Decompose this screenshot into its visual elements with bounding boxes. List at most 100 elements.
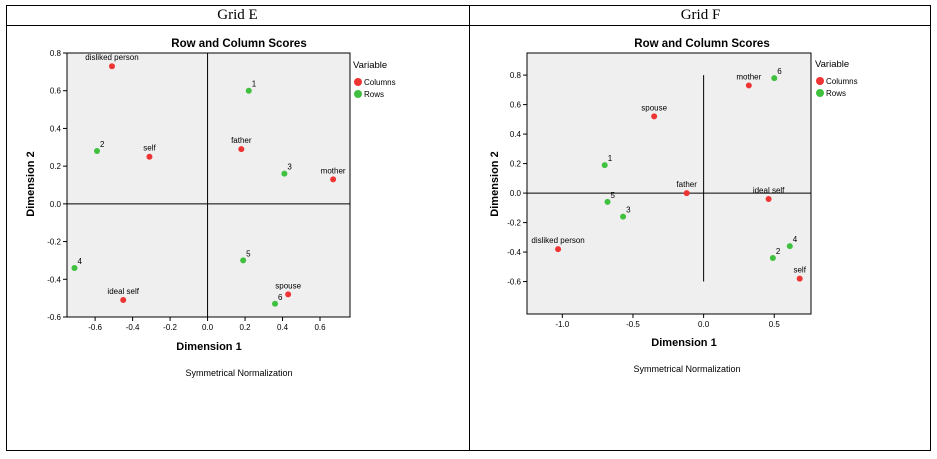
point-label: self bbox=[143, 144, 156, 153]
x-tick-label: 0.0 bbox=[698, 320, 710, 329]
x-tick-label: 0.0 bbox=[202, 323, 214, 332]
normalization-note: Symmetrical Normalization bbox=[633, 364, 740, 374]
point-label: 1 bbox=[608, 154, 613, 163]
point-father bbox=[238, 146, 245, 153]
y-tick-label: -0.2 bbox=[507, 219, 521, 228]
legend-title: Variable bbox=[815, 59, 849, 70]
point-label: 1 bbox=[252, 80, 257, 89]
point-mother bbox=[745, 82, 752, 89]
point-disliked-person bbox=[555, 246, 562, 253]
x-axis-label: Dimension 1 bbox=[651, 337, 716, 349]
point-1 bbox=[245, 87, 252, 94]
legend-marker-rows bbox=[354, 90, 362, 98]
x-tick-label: 0.4 bbox=[277, 323, 289, 332]
x-tick-label: -1.0 bbox=[555, 320, 569, 329]
y-tick-label: 0.8 bbox=[50, 49, 62, 58]
point-4 bbox=[786, 243, 793, 250]
point-2 bbox=[93, 148, 100, 155]
y-tick-label: 0.6 bbox=[510, 101, 522, 110]
plot-area bbox=[66, 52, 351, 318]
legend-label-columns: Columns bbox=[826, 77, 858, 86]
point-label: spouse bbox=[641, 103, 667, 112]
point-label: father bbox=[676, 180, 697, 189]
table-column-divider bbox=[469, 5, 470, 451]
y-tick-label: -0.4 bbox=[507, 248, 521, 257]
point-label: mother bbox=[736, 72, 761, 81]
y-tick-label: 0.6 bbox=[50, 87, 62, 96]
point-label: 2 bbox=[100, 140, 105, 149]
legend-title: Variable bbox=[353, 60, 387, 71]
point-label: 4 bbox=[793, 235, 798, 244]
x-tick-label: -0.2 bbox=[163, 323, 177, 332]
x-tick-label: -0.5 bbox=[626, 320, 640, 329]
point-label: 3 bbox=[626, 206, 631, 215]
x-tick-label: 0.5 bbox=[769, 320, 781, 329]
point-2 bbox=[769, 254, 776, 261]
y-tick-label: -0.6 bbox=[507, 278, 521, 287]
point-label: ideal self bbox=[753, 186, 785, 195]
point-label: father bbox=[231, 136, 252, 145]
point-label: 3 bbox=[287, 163, 292, 172]
x-tick-label: -0.4 bbox=[126, 323, 140, 332]
point-5 bbox=[604, 198, 611, 205]
y-tick-label: 0.0 bbox=[50, 200, 62, 209]
legend-label-rows: Rows bbox=[826, 89, 846, 98]
grid-e-header: Grid E bbox=[217, 7, 258, 23]
point-6 bbox=[771, 75, 778, 82]
normalization-note: Symmetrical Normalization bbox=[185, 368, 292, 378]
point-ideal-self bbox=[765, 195, 772, 202]
point-label: 2 bbox=[776, 247, 781, 256]
point-self bbox=[796, 275, 803, 282]
point-label: 6 bbox=[777, 67, 782, 76]
y-axis-label: Dimension 2 bbox=[489, 151, 501, 216]
point-self bbox=[146, 153, 153, 160]
point-label: ideal self bbox=[107, 287, 139, 296]
point-label: 5 bbox=[246, 249, 251, 258]
point-mother bbox=[330, 176, 337, 183]
grid-e-chart: Row and Column Scores -0.6 -0.4 -0.2 0.0 0.2 0… bbox=[25, 38, 396, 378]
point-label: 5 bbox=[611, 191, 616, 200]
y-tick-label: -0.6 bbox=[47, 313, 61, 322]
point-spouse bbox=[651, 113, 658, 120]
point-label: self bbox=[793, 266, 806, 275]
point-label: 6 bbox=[278, 293, 283, 302]
x-tick-label: 0.6 bbox=[314, 323, 326, 332]
chart-title: Row and Column Scores bbox=[634, 38, 769, 50]
point-4 bbox=[71, 264, 78, 271]
y-tick-label: 0.0 bbox=[510, 189, 522, 198]
point-6 bbox=[272, 300, 279, 307]
x-axis-label: Dimension 1 bbox=[176, 341, 241, 353]
y-tick-label: 0.4 bbox=[510, 130, 522, 139]
y-tick-label: 0.2 bbox=[50, 162, 62, 171]
point-spouse bbox=[285, 291, 292, 298]
y-tick-label: 0.8 bbox=[510, 71, 522, 80]
point-label: spouse bbox=[275, 281, 301, 290]
point-father bbox=[683, 190, 690, 197]
point-label: disliked person bbox=[85, 53, 138, 62]
legend-marker-columns bbox=[816, 77, 824, 85]
point-disliked-person bbox=[108, 63, 115, 70]
table-header-divider bbox=[6, 25, 931, 26]
chart-title: Row and Column Scores bbox=[171, 38, 306, 50]
legend-marker-columns bbox=[354, 78, 362, 86]
grid-f-chart: Row and Column Scores -1.0 -0.5 0.0 0.5 -0.6 -… bbox=[489, 38, 858, 374]
legend-label-rows: Rows bbox=[364, 90, 384, 99]
y-tick-label: 0.2 bbox=[510, 160, 522, 169]
plot-area bbox=[526, 52, 812, 315]
x-tick-label: 0.2 bbox=[239, 323, 251, 332]
point-label: disliked person bbox=[531, 236, 584, 245]
y-axis-label: Dimension 2 bbox=[25, 151, 37, 216]
point-ideal-self bbox=[120, 297, 127, 304]
point-label: 4 bbox=[77, 257, 82, 266]
y-tick-label: -0.2 bbox=[47, 238, 61, 247]
x-tick-label: -0.6 bbox=[88, 323, 102, 332]
legend-marker-rows bbox=[816, 89, 824, 97]
outer-table-frame bbox=[6, 5, 931, 451]
point-1 bbox=[601, 162, 608, 169]
point-3 bbox=[620, 213, 627, 220]
y-tick-label: 0.4 bbox=[50, 124, 62, 133]
y-tick-label: -0.4 bbox=[47, 275, 61, 284]
grid-f-header: Grid F bbox=[680, 7, 721, 23]
point-3 bbox=[281, 170, 288, 177]
point-label: mother bbox=[321, 166, 346, 175]
